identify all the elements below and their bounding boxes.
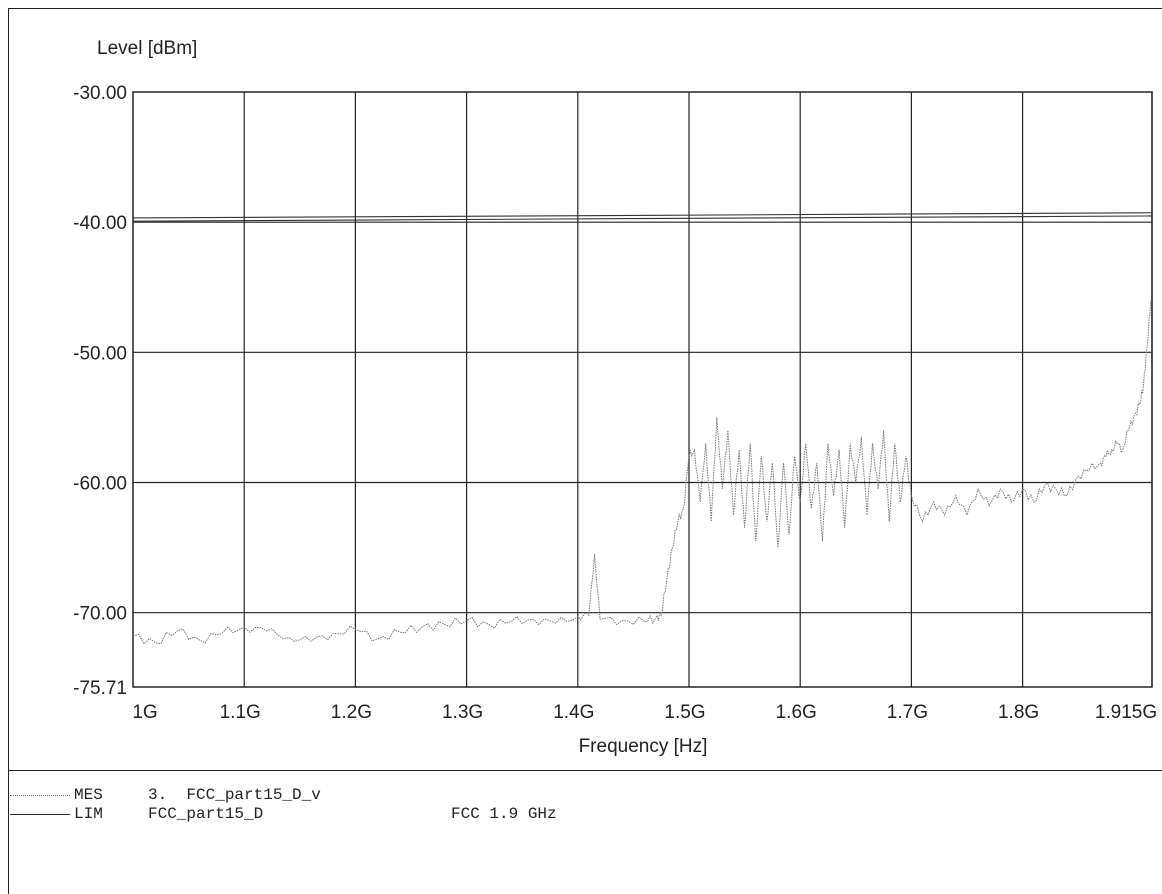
x-tick-label: 1.4G [553, 702, 594, 723]
series-line-lim [132, 212, 1153, 219]
legend-name-lim: FCC_part15_D [148, 805, 264, 823]
legend-swatch-mes [10, 795, 70, 796]
x-axis-label: Frequency [Hz] [579, 736, 708, 757]
legend-item-mes: MES 3. FCC_part15_D_v [8, 785, 708, 805]
chart-svg: 1G 1.1G 1.2G 1.3G 1.4G 1.5G 1.6G 1.7G 1.8G 1.915G… [73, 38, 1157, 757]
x-tick-label: 1.3G [442, 702, 483, 723]
y-tick-label: -75.71 [73, 678, 127, 699]
x-tick-label: 1.2G [331, 702, 372, 723]
legend-item-lim: LIM FCC_part15_D FCC 1.9 GHz [8, 804, 708, 824]
x-tick-label: 1.5G [664, 702, 705, 723]
chart-frame [8, 8, 1162, 894]
x-tick-label: 1.1G [220, 702, 261, 723]
plot-area [132, 91, 1153, 688]
y-tick-label: -50.00 [73, 343, 127, 364]
x-tick-label: 1.8G [998, 702, 1039, 723]
x-tick-label: 1.6G [776, 702, 817, 723]
series-line-lim [132, 215, 1153, 222]
y-tick-label: -70.00 [73, 604, 127, 625]
x-tick-label: 1.915G [1095, 702, 1157, 723]
legend-tag-mes: MES [74, 786, 103, 804]
x-tick-label: 1G [132, 702, 157, 723]
legend-swatch-lim [10, 814, 70, 815]
x-tick-label: 1.7G [887, 702, 928, 723]
legend: MES 3. FCC_part15_D_v LIM FCC_part15_D F… [8, 770, 1162, 894]
legend-tag-lim: LIM [74, 805, 103, 823]
y-tick-label: -60.00 [73, 474, 127, 495]
y-axis-label: Level [dBm] [97, 38, 197, 59]
legend-name-mes: 3. FCC_part15_D_v [148, 786, 321, 804]
legend-extra-lim: FCC 1.9 GHz [451, 805, 557, 823]
y-tick-label: -40.00 [73, 213, 127, 234]
y-tick-label: -30.00 [73, 83, 127, 104]
